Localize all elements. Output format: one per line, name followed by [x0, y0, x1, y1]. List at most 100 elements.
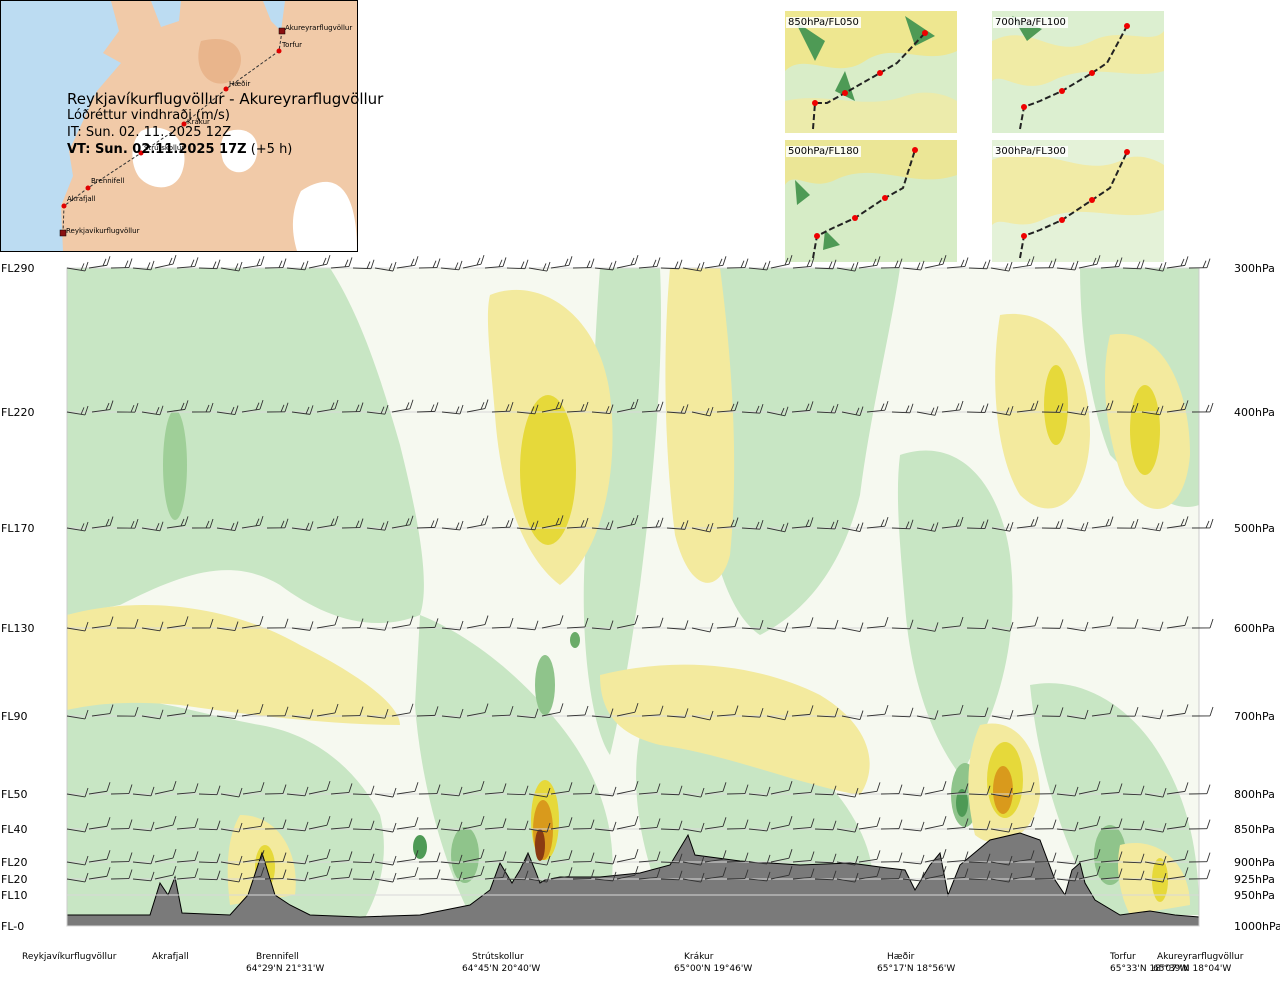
wind-barb [462, 849, 485, 863]
wind-barb [316, 399, 339, 413]
wind-barb [441, 620, 464, 631]
wind-barb [1166, 704, 1189, 717]
wind-barb [550, 867, 573, 880]
map-waypoint-marker [59, 229, 67, 237]
wind-barb [418, 258, 441, 269]
wind-barb [241, 516, 264, 529]
flight-level-label: FL220 [1, 406, 34, 419]
wind-barb [591, 404, 614, 415]
wind-barb [991, 710, 1014, 720]
thumbnail-300hpa[interactable]: 300hPa/FL300 [992, 140, 1164, 262]
wind-barb [391, 703, 414, 717]
wind-barb [866, 705, 889, 717]
wind-barb [286, 786, 309, 797]
wind-barb [1166, 616, 1189, 629]
wind-barb [462, 866, 485, 880]
wind-barb [216, 405, 239, 416]
wind-barb [141, 521, 164, 532]
wind-barb [1122, 870, 1145, 881]
wind-barb [1141, 521, 1164, 532]
thumbnail-850hpa[interactable]: 850hPa/FL050 [785, 11, 957, 133]
wind-barb [66, 521, 89, 532]
wind-barb [110, 819, 133, 830]
wind-barb [66, 261, 89, 272]
thumbnail-850hpa-label: 850hPa/FL050 [786, 17, 861, 28]
wind-barb [466, 703, 489, 717]
wind-barb [110, 258, 133, 269]
wind-barb [841, 406, 864, 417]
wind-barb [924, 849, 947, 863]
waypoint-label: Akureyrarflugvöllur 65°39'N 18°04'W [1153, 951, 1243, 975]
wind-barb [836, 872, 859, 883]
wind-barb [366, 709, 389, 719]
wind-barb [880, 819, 903, 830]
wind-barb [88, 782, 111, 795]
wind-barb [541, 703, 564, 717]
map-waypoint-label: Strútskollur [144, 144, 184, 152]
wind-barb [396, 867, 419, 880]
wind-barb [991, 406, 1014, 416]
pressure-level-label: 950hPa [1234, 889, 1275, 902]
wind-barb [594, 260, 617, 271]
wind-barb [770, 866, 793, 880]
waypoint-coordinates: 64°45'N 20°40'W [462, 964, 541, 974]
wind-barb [1141, 621, 1164, 632]
thumbnail-700hpa[interactable]: 700hPa/FL100 [992, 11, 1164, 133]
wind-barb [191, 402, 214, 413]
waypoint-name: Strútskollur [472, 952, 524, 962]
waypoint-coordinates: 65°39'N 18°04'W [1153, 964, 1232, 974]
wind-barb [110, 869, 133, 880]
wind-barb [924, 866, 947, 880]
wind-barb [352, 820, 375, 831]
wind-barb [990, 872, 1013, 883]
wind-barb [891, 619, 914, 630]
wind-barb [966, 519, 989, 530]
wind-barb [291, 621, 314, 631]
wind-barb [132, 786, 155, 797]
wind-barb [1016, 516, 1039, 529]
wind-barb [1166, 256, 1189, 269]
wind-barb [462, 816, 485, 830]
wind-barb [266, 618, 289, 629]
wind-barb [1041, 519, 1064, 529]
wind-barb [541, 615, 564, 629]
issue-time: IT: Sun. 02. 11. 2025 12Z [67, 125, 232, 140]
wind-barb [616, 255, 639, 269]
wind-barb [166, 400, 189, 413]
wind-barb [1116, 707, 1139, 717]
wind-barb [1141, 405, 1164, 416]
wind-barb [766, 622, 789, 633]
wind-barb [1191, 518, 1214, 529]
wind-barb [506, 870, 529, 881]
thumbnail-500hpa[interactable]: 500hPa/FL180 [785, 140, 957, 262]
wind-barb [286, 821, 309, 832]
wind-barb [220, 787, 243, 798]
wind-barb [1144, 261, 1167, 272]
wind-barb [704, 867, 727, 880]
wind-barb [816, 403, 839, 414]
waypoint-coordinates: 65°00'N 19°46'W [674, 964, 753, 974]
wind-barb [704, 256, 727, 269]
wind-barb [902, 260, 925, 271]
wind-barb [641, 705, 664, 717]
flight-level-label: FL10 [1, 889, 27, 902]
wind-barb [666, 520, 689, 530]
wind-barb [242, 850, 265, 863]
wind-barb [916, 710, 939, 720]
wind-barb [704, 850, 727, 863]
flight-level-label: FL20 [1, 856, 27, 869]
wind-barb [66, 621, 89, 632]
map-waypoint-marker [223, 86, 229, 92]
wind-barb [1122, 259, 1145, 270]
wind-barb [968, 785, 991, 796]
wind-barb [902, 854, 925, 865]
strong-descent-core [163, 410, 187, 520]
wind-barb [1122, 785, 1145, 796]
wind-barb [216, 709, 239, 720]
wind-barb [880, 852, 903, 863]
wind-barb [491, 518, 514, 529]
wind-barb [616, 849, 639, 863]
wind-barb [291, 405, 314, 415]
wind-barb [416, 518, 439, 529]
wind-barb [814, 820, 837, 831]
